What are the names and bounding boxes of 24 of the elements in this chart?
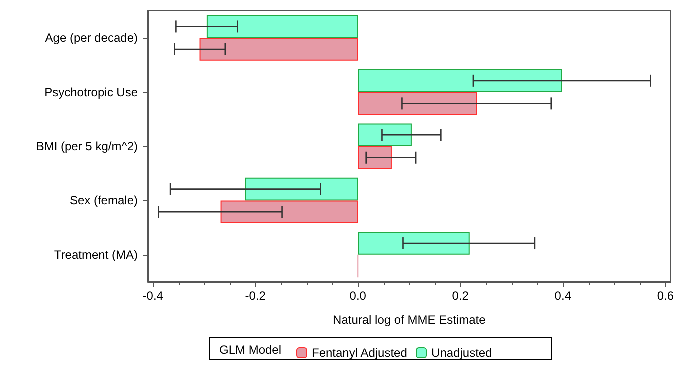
x-tick-label: -0.4 <box>142 289 164 303</box>
bar <box>220 200 358 224</box>
x-tick-label: -0.2 <box>245 289 266 303</box>
x-axis-title: Natural log of MME Estimate <box>333 313 486 327</box>
bar <box>358 70 562 92</box>
legend-label: Fentanyl Adjusted <box>312 346 408 360</box>
y-tick-label: Treatment (MA) <box>54 248 138 262</box>
bar <box>358 146 392 170</box>
y-tick-label: Psychotropic Use <box>44 85 138 100</box>
bar <box>200 38 358 61</box>
x-tick-label: 0.2 <box>452 289 470 303</box>
legend-title: GLM Model <box>220 343 282 357</box>
y-tick-label: BMI (per 5 kg/m^2) <box>36 140 138 154</box>
x-tick-label: 0.6 <box>657 289 674 303</box>
bar <box>358 92 478 116</box>
legend-label: Unadjusted <box>432 346 492 360</box>
x-tick-label: 0.0 <box>350 289 367 303</box>
y-tick-label: Age (per decade) <box>45 31 138 46</box>
y-tick-label: Sex (female) <box>70 194 138 208</box>
bar <box>245 178 358 201</box>
x-tick-label: 0.4 <box>554 289 572 303</box>
bar <box>358 124 412 146</box>
bar <box>358 232 470 255</box>
bar <box>206 15 358 38</box>
